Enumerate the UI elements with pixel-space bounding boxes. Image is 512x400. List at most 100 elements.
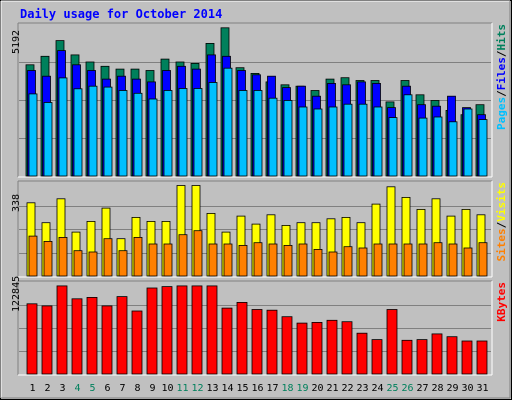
- side-label-kbytes: KBytes: [495, 282, 508, 322]
- bar-sites-day-16: [253, 242, 263, 277]
- bar-sites-day-10: [163, 243, 173, 277]
- x-tick-label-day-17: 17: [266, 383, 278, 394]
- bar-sites-day-29: [448, 243, 458, 277]
- chart-panels: 5192Pages/Files/Hits338Sites/Visits12284…: [11, 22, 508, 376]
- ymax-label-kbytes: 122845: [11, 276, 22, 312]
- bar-sites-day-12: [193, 230, 203, 277]
- bar-kbytes-day-13: [206, 285, 218, 375]
- bar-pages-day-24: [373, 106, 383, 177]
- ymax-label-hits-files-pages: 5192: [11, 30, 22, 54]
- x-tick-label-day-1: 1: [29, 383, 35, 394]
- bar-pages-day-13: [208, 82, 218, 177]
- bar-sites-day-3: [58, 236, 68, 277]
- bar-pages-day-14: [223, 67, 233, 177]
- bar-pages-day-23: [358, 103, 368, 177]
- bar-kbytes-day-24: [371, 339, 383, 375]
- ymax-label-visits-sites: 338: [11, 194, 22, 212]
- bar-sites-day-2: [43, 240, 53, 277]
- bar-sites-day-13: [208, 243, 218, 277]
- bar-sites-day-1: [28, 235, 38, 277]
- x-axis-labels: 1 2 3 4 5 6 7 8 9 10 11 12 13 14 15 16 17 18 19 20 21 22 23 24 2…: [29, 383, 488, 394]
- bar-kbytes-day-12: [191, 285, 203, 375]
- bar-pages-day-29: [448, 121, 458, 177]
- x-tick-label-day-2: 2: [44, 383, 50, 394]
- bar-pages-day-27: [418, 117, 428, 177]
- x-tick-label-day-14: 14: [221, 383, 233, 394]
- bar-sites-day-26: [403, 243, 413, 277]
- panel-kbytes: 122845 KBytes: [11, 276, 508, 376]
- bar-sites-day-14: [223, 243, 233, 277]
- bar-sites-day-23: [358, 247, 368, 277]
- bar-kbytes-day-16: [251, 309, 263, 375]
- bar-kbytes-day-11: [176, 285, 188, 375]
- bar-pages-day-16: [253, 90, 263, 177]
- bar-sites-day-17: [268, 243, 278, 277]
- bar-sites-day-20: [313, 248, 323, 277]
- side-label-part: /: [495, 50, 508, 57]
- x-tick-label-day-23: 23: [356, 383, 368, 394]
- bar-kbytes-day-29: [446, 336, 458, 375]
- x-tick-label-day-21: 21: [326, 383, 338, 394]
- bar-pages-day-28: [433, 116, 443, 177]
- bar-pages-day-20: [313, 108, 323, 177]
- bar-kbytes-day-30: [461, 340, 473, 375]
- panel-visits-sites: 338 Sites/Visits: [11, 180, 508, 278]
- bar-pages-day-11: [178, 88, 188, 177]
- side-label-visits-sites: Sites/Visits: [495, 182, 508, 262]
- bar-pages-day-19: [298, 106, 308, 177]
- x-tick-label-day-22: 22: [341, 383, 353, 394]
- bar-pages-day-8: [133, 92, 143, 177]
- x-tick-label-day-4: 4: [74, 383, 80, 394]
- x-tick-label-day-8: 8: [134, 383, 140, 394]
- bar-kbytes-day-3: [56, 285, 68, 375]
- side-label-part: Pages: [495, 97, 508, 130]
- bar-sites-day-27: [418, 243, 428, 277]
- bar-kbytes-day-27: [416, 339, 428, 375]
- bar-kbytes-day-20: [311, 321, 323, 375]
- bar-pages-day-26: [403, 94, 413, 177]
- bar-pages-day-15: [238, 90, 248, 177]
- x-tick-label-day-6: 6: [104, 383, 110, 394]
- bar-sites-day-28: [433, 242, 443, 277]
- bar-pages-day-9: [148, 98, 158, 177]
- side-label-hits-files-pages: Pages/Files/Hits: [495, 24, 508, 130]
- x-tick-label-day-12: 12: [191, 383, 203, 394]
- x-tick-label-day-18: 18: [281, 383, 293, 394]
- x-tick-label-day-7: 7: [119, 383, 125, 394]
- bar-kbytes-day-22: [341, 321, 353, 375]
- bar-sites-day-11: [178, 234, 188, 277]
- side-label-part: Visits: [495, 182, 508, 222]
- bar-kbytes-day-1: [26, 303, 38, 375]
- bar-sites-day-30: [463, 247, 473, 277]
- bar-sites-day-22: [343, 246, 353, 277]
- bar-kbytes-day-26: [401, 339, 413, 375]
- x-tick-label-day-31: 31: [476, 383, 488, 394]
- bar-pages-day-30: [463, 108, 473, 177]
- chart-title: Daily usage for October 2014: [20, 7, 222, 21]
- bar-kbytes-day-19: [296, 322, 308, 375]
- x-tick-label-day-11: 11: [176, 383, 188, 394]
- bar-kbytes-day-25: [386, 309, 398, 375]
- bar-pages-day-3: [58, 77, 68, 177]
- bar-pages-day-6: [103, 86, 113, 177]
- bar-kbytes-day-18: [281, 316, 293, 375]
- bar-pages-day-10: [163, 90, 173, 177]
- bar-kbytes-day-21: [326, 319, 338, 375]
- bar-pages-day-21: [328, 106, 338, 177]
- bar-sites-day-18: [283, 244, 293, 277]
- x-tick-label-day-10: 10: [161, 383, 173, 394]
- bar-kbytes-day-17: [266, 309, 278, 375]
- side-label-part: Sites: [495, 228, 508, 261]
- x-tick-label-day-29: 29: [446, 383, 458, 394]
- x-tick-label-day-3: 3: [59, 383, 65, 394]
- bar-sites-day-15: [238, 244, 248, 277]
- x-tick-label-day-20: 20: [311, 383, 323, 394]
- bar-pages-day-2: [43, 102, 53, 177]
- x-tick-label-day-16: 16: [251, 383, 263, 394]
- bar-pages-day-31: [478, 119, 488, 177]
- bar-pages-day-4: [73, 88, 83, 177]
- bar-sites-day-19: [298, 243, 308, 277]
- x-tick-label-day-26: 26: [401, 383, 413, 394]
